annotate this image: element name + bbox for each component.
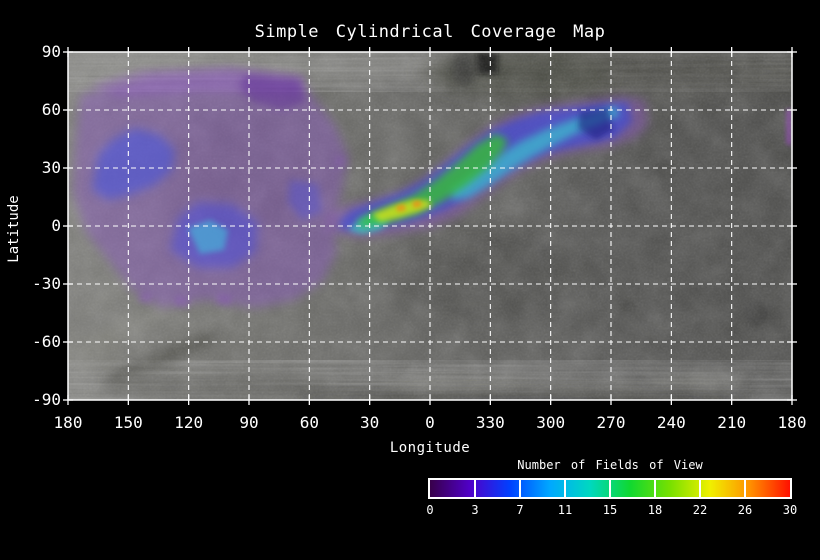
colorbar-tick-label: 22 (692, 503, 708, 517)
colorbar-tick-label: 18 (647, 503, 663, 517)
x-tick-label: 330 (475, 413, 505, 432)
x-tick-label: 180 (53, 413, 83, 432)
colorbar-tick-label: 11 (557, 503, 573, 517)
x-tick-label: 240 (656, 413, 686, 432)
x-tick-label: 210 (717, 413, 747, 432)
colorbar-divider (744, 480, 746, 497)
colorbar-tick-label: 0 (426, 503, 434, 517)
x-tick-label: 150 (113, 413, 143, 432)
colorbar-divider (699, 480, 701, 497)
chart-title: Simple Cylindrical Coverage Map (254, 22, 606, 42)
colorbar-tick-label: 15 (602, 503, 618, 517)
y-tick-label: -60 (32, 332, 61, 351)
y-tick-label: 60 (41, 100, 61, 119)
colorbar-tick-label: 26 (737, 503, 753, 517)
x-tick-label: 30 (360, 413, 380, 432)
x-tick-label: 60 (299, 413, 319, 432)
x-tick-label: 0 (425, 413, 435, 432)
colorbar-tick-label: 7 (516, 503, 524, 517)
colorbar-divider (564, 480, 566, 497)
y-tick-label: -30 (32, 274, 61, 293)
colorbar-title: Number of Fields of View (517, 458, 703, 472)
x-tick-label: 90 (239, 413, 259, 432)
colorbar-tick-label: 30 (782, 503, 798, 517)
x-tick-label: 120 (174, 413, 204, 432)
colorbar-divider (474, 480, 476, 497)
x-tick-label: 180 (777, 413, 807, 432)
colorbar-divider (609, 480, 611, 497)
coverage-overlay (73, 66, 792, 308)
plot-frame (67, 51, 793, 401)
map-plot-area (63, 47, 797, 405)
colorbar-gradient (428, 478, 792, 499)
gridlines (68, 52, 792, 400)
y-tick-label: 90 (41, 42, 61, 61)
colorbar-tick-label: 3 (471, 503, 479, 517)
x-tick-label: 300 (536, 413, 566, 432)
y-tick-label: -90 (32, 390, 61, 409)
y-tick-label: 0 (51, 216, 61, 235)
y-tick-label: 30 (41, 158, 61, 177)
x-tick-label: 270 (596, 413, 626, 432)
colorbar-divider (519, 480, 521, 497)
x-axis-title: Longitude (389, 440, 471, 456)
colorbar-divider (654, 480, 656, 497)
